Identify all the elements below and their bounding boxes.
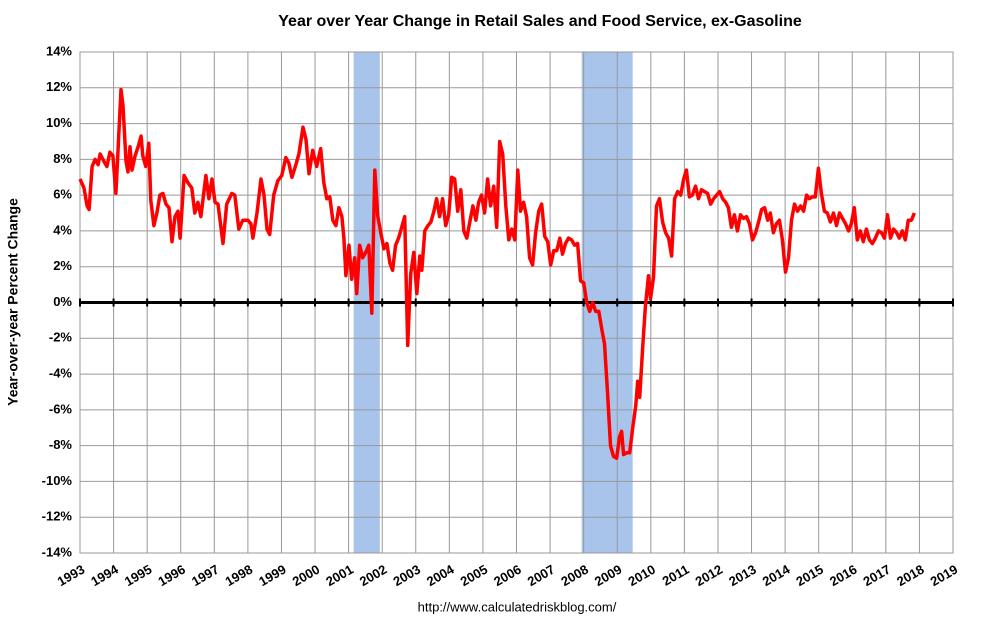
y-tick-label: 8% bbox=[53, 151, 72, 166]
x-tick-label: 2013 bbox=[726, 562, 759, 589]
x-tick-label: 2012 bbox=[693, 562, 726, 589]
x-tick-label: 2007 bbox=[525, 562, 558, 589]
x-tick-label: 1994 bbox=[88, 561, 121, 589]
x-tick-label: 1995 bbox=[122, 562, 155, 589]
y-tick-label: 12% bbox=[46, 79, 72, 94]
y-tick-label: -4% bbox=[49, 366, 73, 381]
x-tick-label: 2006 bbox=[491, 562, 524, 589]
x-tick-label: 2014 bbox=[760, 561, 793, 589]
y-tick-label: 10% bbox=[46, 115, 72, 130]
y-tick-label: -12% bbox=[42, 509, 73, 524]
x-tick-label: 2011 bbox=[660, 562, 692, 589]
x-tick-label: 2010 bbox=[625, 562, 658, 589]
x-tick-label: 2008 bbox=[558, 562, 591, 589]
x-tick-label: 2002 bbox=[357, 562, 390, 589]
y-tick-label: 0% bbox=[53, 294, 72, 309]
x-tick-label: 1993 bbox=[55, 562, 88, 589]
y-tick-label: -10% bbox=[42, 473, 73, 488]
x-tick-label: 2018 bbox=[894, 562, 927, 589]
y-axis-label: Year-over-year Percent Change bbox=[5, 198, 21, 406]
y-tick-label: 6% bbox=[53, 187, 72, 202]
y-tick-label: -8% bbox=[49, 437, 73, 452]
x-tick-label: 2009 bbox=[592, 562, 625, 589]
x-tick-label: 2000 bbox=[290, 562, 323, 589]
x-tick-label: 1996 bbox=[155, 562, 188, 589]
source: http://www.calculatedriskblog.com/ bbox=[418, 599, 617, 614]
x-tick-label: 2003 bbox=[390, 562, 423, 589]
y-tick-label: 4% bbox=[53, 222, 72, 237]
x-tick-label: 2017 bbox=[861, 562, 894, 589]
x-tick-label: 1999 bbox=[256, 562, 289, 589]
x-tick-label: 1997 bbox=[189, 562, 222, 589]
y-tick-label: -6% bbox=[49, 401, 73, 416]
x-tick-label: 2019 bbox=[928, 562, 961, 589]
y-tick-label: -2% bbox=[49, 330, 73, 345]
x-tick-label: 1998 bbox=[223, 562, 256, 589]
series-line bbox=[78, 87, 917, 460]
y-tick-label: 14% bbox=[46, 43, 72, 58]
y-tick-label: 2% bbox=[53, 258, 72, 273]
chart-title: Year over Year Change in Retail Sales an… bbox=[278, 13, 802, 30]
x-tick-label: 2001 bbox=[323, 562, 356, 589]
x-tick-label: 2015 bbox=[793, 562, 826, 589]
x-tick-label: 2016 bbox=[827, 562, 860, 589]
x-tick-label: 2005 bbox=[458, 562, 491, 589]
x-tick-label: 2004 bbox=[424, 561, 457, 589]
y-tick-label: -14% bbox=[42, 544, 73, 559]
